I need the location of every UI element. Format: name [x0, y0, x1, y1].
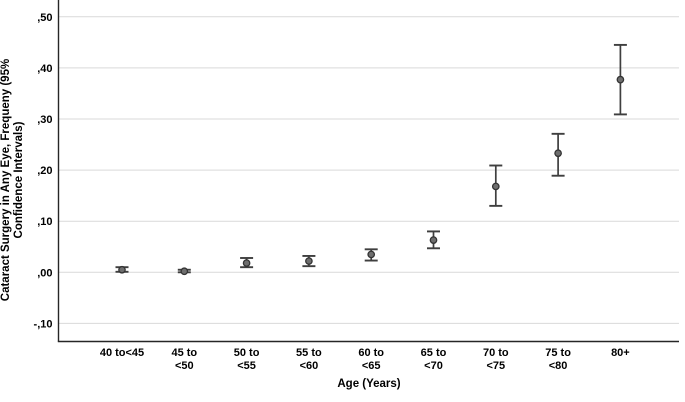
- y-tick-label: ,10: [37, 216, 52, 228]
- data-point: [305, 257, 313, 265]
- data-point: [242, 259, 251, 267]
- x-tick-label: 50 to <55: [234, 347, 260, 372]
- x-tick-label: 70 to <75: [483, 347, 509, 372]
- x-tick-label: 60 to <65: [358, 347, 384, 372]
- data-point: [118, 265, 126, 274]
- y-tick-label: ,20: [37, 165, 52, 177]
- x-axis-title: Age (Years): [337, 378, 401, 390]
- x-tick-label: 55 to <60: [296, 347, 322, 372]
- data-point: [429, 236, 438, 244]
- x-tick-label: 75 to <80: [545, 347, 571, 372]
- y-tick-label: ,30: [37, 114, 52, 126]
- x-tick-label: 45 to <50: [171, 347, 197, 372]
- data-point: [491, 182, 500, 191]
- x-tick-label: 80+: [611, 347, 630, 359]
- y-tick-label: -,10: [34, 318, 53, 330]
- y-tick-label: ,40: [37, 63, 52, 75]
- x-tick-label: 65 to <70: [421, 347, 447, 372]
- data-point: [180, 267, 189, 276]
- data-point: [616, 75, 625, 84]
- y-tick-label: ,50: [37, 12, 52, 24]
- x-tick-label: 40 to<45: [100, 347, 144, 359]
- data-point: [554, 149, 562, 158]
- y-tick-label: ,00: [37, 267, 52, 279]
- data-point: [367, 250, 376, 259]
